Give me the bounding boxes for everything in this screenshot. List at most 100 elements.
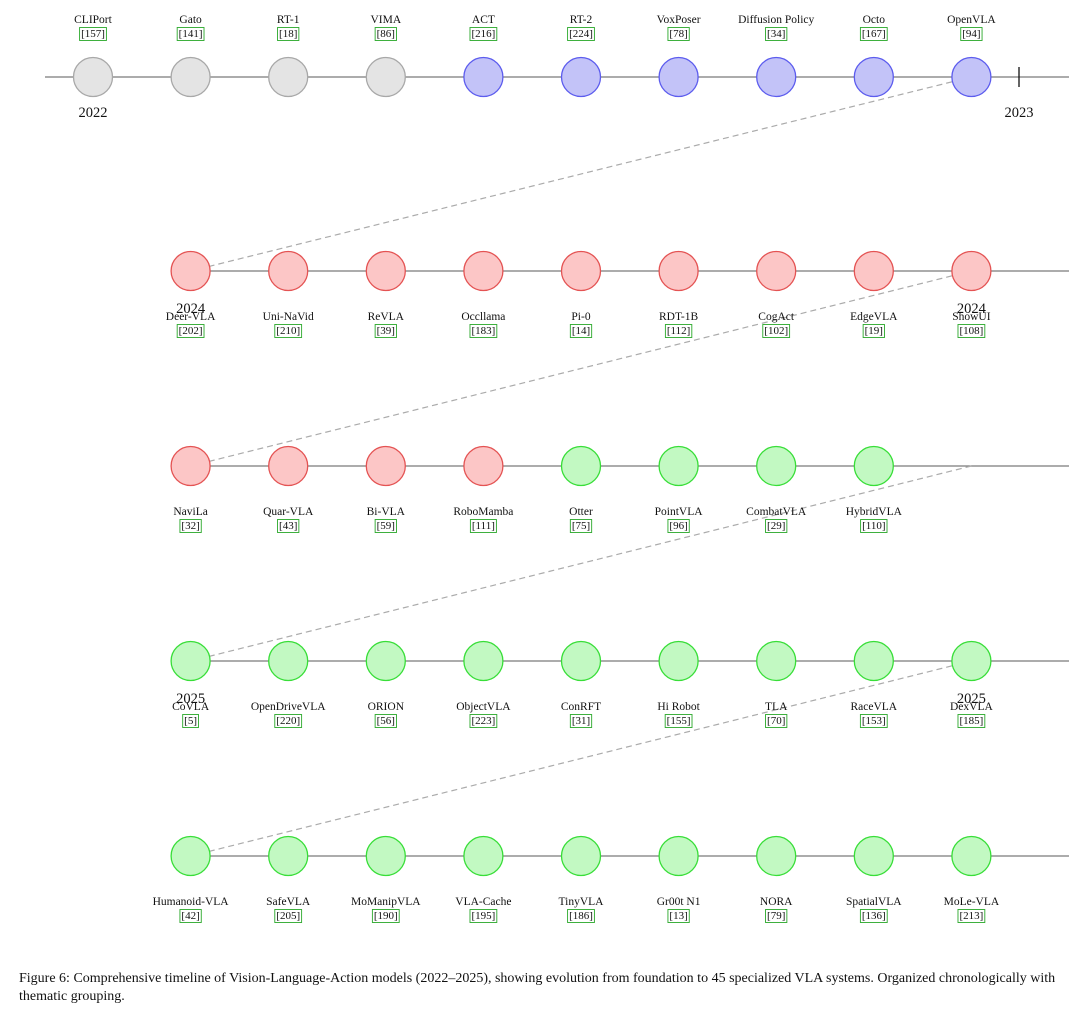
model-node: ConRFT [31] [560, 640, 602, 728]
model-citation: [186] [569, 910, 593, 922]
model-citation: [220] [276, 715, 300, 727]
citation-box [277, 519, 300, 533]
model-node: TLA [70] [756, 640, 797, 728]
model-name: OpenDriveVLA [251, 701, 326, 713]
model-name: Uni-NaVid [263, 311, 314, 323]
model-citation: [202] [179, 325, 203, 337]
model-name: NaviLa [173, 506, 207, 518]
model-node: CombatVLA [29] [746, 445, 807, 533]
model-marker [560, 640, 602, 682]
model-citation: [32] [181, 520, 199, 532]
model-name: SpatialVLA [846, 896, 902, 908]
model-name: Humanoid-VLA [153, 896, 230, 908]
model-name: HybridVLA [846, 506, 903, 518]
model-name: CombatVLA [746, 506, 807, 518]
model-name: Pi-0 [571, 311, 590, 323]
model-marker [853, 56, 894, 98]
model-citation: [19] [865, 325, 883, 337]
model-citation: [78] [669, 28, 687, 40]
citation-box [374, 324, 397, 338]
year-label: 2025 [957, 691, 986, 707]
model-citation: [210] [276, 325, 300, 337]
citation-box [374, 519, 397, 533]
model-citation: [70] [767, 715, 785, 727]
model-name: Quar-VLA [263, 506, 314, 518]
figure-caption: Figure 6: Comprehensive timeline of Visi… [19, 971, 1056, 1004]
model-node: SafeVLA [205] [266, 835, 311, 923]
model-name: ORION [368, 701, 405, 713]
model-node: CogAct [102] [756, 250, 797, 338]
model-node: RT-1 [18] [268, 14, 309, 98]
model-name: ACT [472, 14, 495, 26]
model-marker [756, 640, 797, 682]
citation-box [957, 714, 986, 728]
model-citation: [86] [377, 28, 395, 40]
model-node: ORION [56] [365, 640, 406, 728]
model-name: TinyVLA [559, 896, 605, 908]
model-citation: [110] [862, 520, 885, 532]
model-citation: [75] [572, 520, 590, 532]
model-node: Otter [75] [560, 445, 602, 533]
model-name: CoVLA [172, 701, 210, 713]
model-node: OpenVLA [94] [947, 14, 996, 98]
model-citation: [136] [862, 910, 886, 922]
model-node: VLA-Cache [195] [455, 835, 512, 923]
model-citation: [167] [862, 28, 886, 40]
model-node: RT-2 [224] [560, 14, 602, 98]
connector-layer [45, 67, 1069, 857]
citation-box [762, 324, 791, 338]
model-marker [463, 445, 504, 487]
model-name: SafeVLA [266, 896, 311, 908]
model-citation: [94] [962, 28, 980, 40]
model-node: ACT [216] [463, 14, 504, 98]
model-name: Octo [863, 14, 886, 26]
citation-box [371, 909, 400, 923]
model-citation: [42] [181, 910, 199, 922]
model-marker [560, 835, 602, 877]
model-node: RaceVLA [153] [850, 640, 898, 728]
model-node: Quar-VLA [43] [263, 445, 314, 533]
model-marker [853, 835, 894, 877]
model-name: ObjectVLA [456, 701, 511, 713]
model-node: RDT-1B [112] [658, 250, 699, 338]
year-label: 2025 [176, 691, 205, 707]
model-node: RoboMamba [111] [453, 445, 513, 533]
model-marker [853, 445, 894, 487]
model-marker [463, 835, 504, 877]
model-node: OpenDriveVLA [220] [251, 640, 326, 728]
model-citation: [102] [764, 325, 788, 337]
model-node: Gr00t N1 [13] [657, 835, 701, 923]
model-node: Hi Robot [155] [657, 640, 701, 728]
citation-box [664, 714, 693, 728]
citation-box [957, 324, 986, 338]
model-name: Diffusion Policy [738, 14, 814, 26]
model-citation: [190] [374, 910, 398, 922]
row-connector-dashed [190, 465, 972, 662]
model-citation: [108] [959, 325, 983, 337]
model-marker [170, 835, 211, 877]
model-marker [951, 640, 992, 682]
model-node: Pi-0 [14] [560, 250, 602, 338]
model-node: DexVLA [185] [950, 640, 993, 728]
citation-box [274, 714, 303, 728]
model-node: Occllama [183] [461, 250, 505, 338]
citation-box [469, 324, 498, 338]
citation-box [765, 27, 788, 41]
model-name: RoboMamba [453, 506, 513, 518]
model-name: VoxPoser [657, 14, 701, 26]
model-name: VIMA [370, 14, 401, 26]
model-citation: [13] [669, 910, 687, 922]
model-name: Bi-VLA [367, 506, 406, 518]
model-citation: [155] [667, 715, 691, 727]
model-name: RDT-1B [659, 311, 699, 323]
model-name: Otter [569, 506, 593, 518]
model-marker [951, 56, 992, 98]
citation-box [859, 714, 888, 728]
model-name: VLA-Cache [455, 896, 511, 908]
model-marker [658, 56, 699, 98]
citation-box [567, 909, 595, 923]
model-node: NORA [79] [756, 835, 797, 923]
model-node: ShowUI [108] [951, 250, 992, 338]
citation-box [664, 324, 693, 338]
citation-box [859, 27, 888, 41]
